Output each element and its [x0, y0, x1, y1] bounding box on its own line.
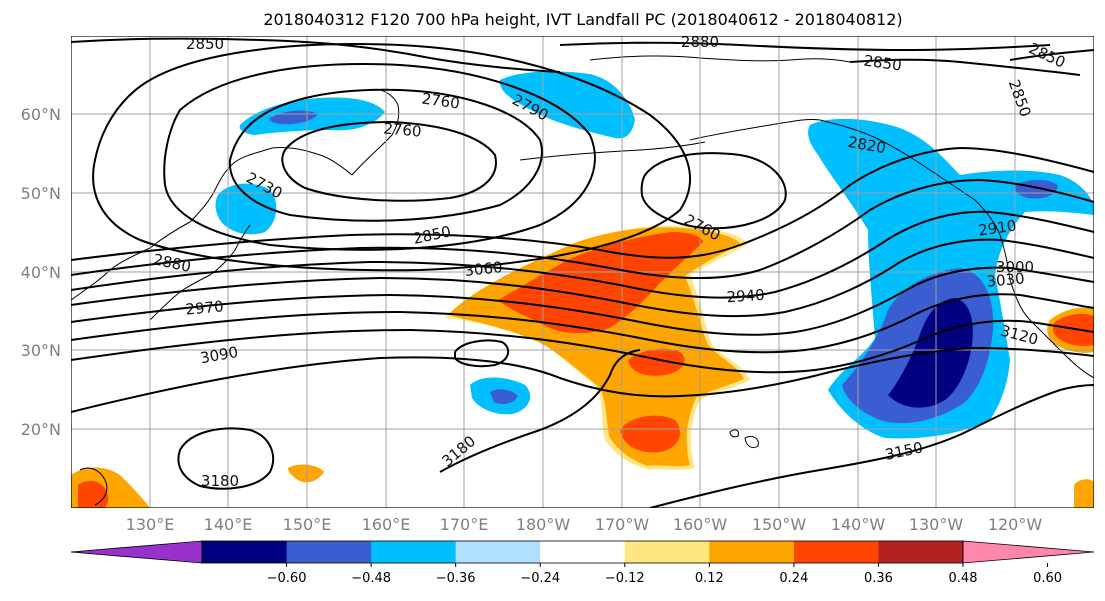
colorbar-tick-label: −0.36 — [436, 571, 476, 586]
colorbar-tick-label: 0.60 — [1033, 571, 1062, 586]
figure-title: 2018040312 F120 700 hPa height, IVT Land… — [263, 10, 902, 29]
colorbar-bin — [371, 541, 457, 563]
contour-z3 — [71, 210, 1094, 299]
positive-small-1 — [288, 464, 324, 483]
lat-label: 30°N — [21, 341, 61, 360]
colorbar: −0.60 −0.48 −0.36 −0.24 −0.12 0.12 0.24 0.36 0.4… — [70, 540, 1095, 586]
sw-islands — [79, 467, 108, 506]
contour-label: 2760 — [421, 89, 461, 112]
contour-label: 2850 — [186, 35, 224, 53]
contour-label: 2880 — [681, 33, 719, 51]
colorbar-frame — [201, 540, 964, 564]
contour-label: 3030 — [986, 269, 1026, 290]
contour-label: 2970 — [185, 297, 225, 318]
colorbar-tick-label: 0.12 — [695, 571, 724, 586]
height-contours — [71, 37, 1094, 508]
lon-axis: 130°E 140°E 150°E 160°E 170°E 180°W 170°… — [126, 515, 1043, 534]
contour-label: 3180 — [201, 472, 239, 490]
lon-label: 130°E — [126, 515, 175, 534]
colorbar-bin — [878, 541, 964, 563]
positive-blob-red-3 — [620, 415, 680, 453]
contour-label: 3000 — [996, 258, 1034, 276]
colorbar-tick-label: 0.36 — [864, 571, 893, 586]
gridlines — [71, 36, 1094, 508]
lon-label: 180°W — [516, 515, 571, 534]
hawaii-1 — [729, 429, 739, 438]
lon-label: 150°E — [283, 515, 332, 534]
contour-label: 2760 — [383, 119, 423, 140]
contour-low-4 — [92, 43, 691, 272]
contour-z2 — [71, 178, 1094, 280]
contour-z8 — [71, 346, 1094, 413]
lon-label: 140°E — [204, 515, 253, 534]
colorbar-tick-label: −0.48 — [351, 571, 391, 586]
contour-2850-ne — [849, 58, 1081, 76]
contour-2850-corner — [1009, 49, 1094, 61]
kamchatka — [351, 89, 400, 176]
map-panel: 2850 2880 2850 2850 2850 2760 2790 2760 … — [71, 33, 1094, 508]
contour-2880-north — [559, 41, 1051, 52]
aleutians — [519, 141, 706, 161]
contour-low-2 — [228, 88, 543, 222]
lon-label: 140°W — [831, 515, 886, 534]
positive-us-sw-red — [1053, 313, 1094, 347]
lon-label: 160°W — [673, 515, 728, 534]
contour-z6 — [71, 293, 1094, 354]
colorbar-bin — [455, 541, 541, 563]
colorbar-bin — [624, 541, 710, 563]
contour-label: 2850 — [863, 51, 903, 74]
contour-z7 — [71, 319, 1094, 374]
colorbar-tick-label: 0.24 — [779, 571, 808, 586]
lon-label: 160°E — [362, 515, 411, 534]
lon-label: 130°W — [909, 515, 964, 534]
negative-nw-2 — [215, 183, 277, 235]
lat-label: 20°N — [21, 420, 61, 439]
contour-3180-south — [439, 349, 641, 473]
colorbar-bin — [202, 541, 288, 563]
contour-label: 3060 — [464, 258, 504, 280]
contour-low-center — [281, 120, 497, 202]
contour-z4 — [71, 238, 1094, 318]
contour-3180-closed — [454, 339, 510, 368]
colorbar-tick-label: 0.48 — [949, 571, 978, 586]
contour-z5 — [71, 266, 1094, 336]
colorbar-bin — [540, 541, 626, 563]
colorbar-extend-high — [962, 540, 1095, 564]
lon-label: 170°E — [440, 515, 489, 534]
lat-label: 40°N — [21, 263, 61, 282]
lon-label: 170°W — [595, 515, 650, 534]
colorbar-bin — [286, 541, 372, 563]
colorbar-bin — [793, 541, 879, 563]
contour-label: 2910 — [977, 216, 1017, 239]
contour-3150 — [649, 384, 1094, 508]
contour-east-low — [640, 152, 787, 230]
colorbar-extend-low — [70, 540, 203, 564]
contour-2850-north — [71, 37, 561, 73]
positive-se-corner — [1074, 479, 1094, 508]
contour-label: 2940 — [726, 286, 765, 307]
hawaii-2 — [744, 435, 759, 449]
contour-z1 — [71, 146, 1094, 261]
arctic-coast — [589, 55, 851, 63]
lon-label: 120°W — [988, 515, 1043, 534]
colorbar-tick-label: −0.12 — [605, 571, 645, 586]
colorbar-tick-label: −0.24 — [520, 571, 560, 586]
lat-axis: 60°N 50°N 40°N 30°N 20°N — [21, 105, 61, 439]
lon-label: 150°W — [752, 515, 807, 534]
contour-low-3 — [163, 63, 596, 251]
alaska-coast — [689, 119, 1094, 379]
negative-small-2-dark — [490, 389, 518, 404]
contour-3180-loop — [177, 427, 275, 490]
colorbar-bin — [709, 541, 795, 563]
lat-label: 60°N — [21, 105, 61, 124]
colorbar-tick-label: −0.60 — [267, 571, 307, 586]
lat-label: 50°N — [21, 184, 61, 203]
